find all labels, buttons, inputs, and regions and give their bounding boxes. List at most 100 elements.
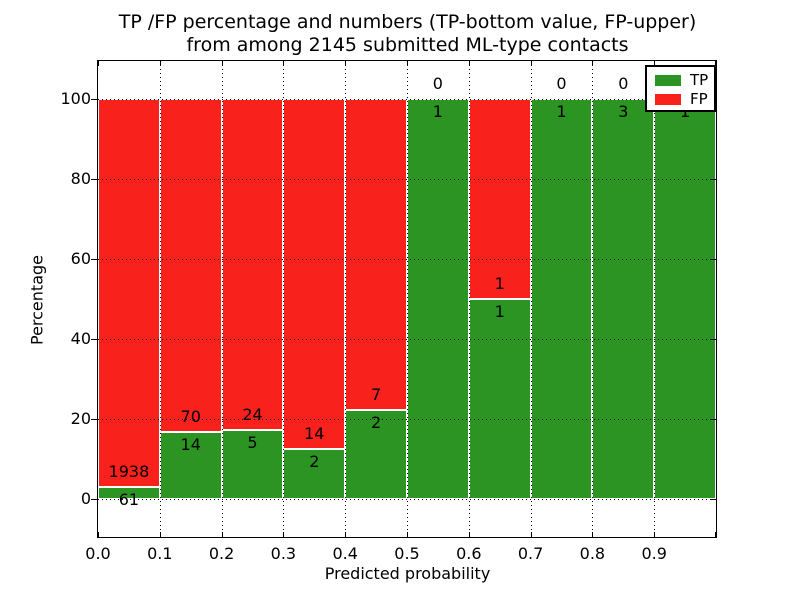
x-tick-label: 0.3 — [270, 544, 297, 563]
bar-segment-tp — [654, 99, 716, 499]
x-tick-mark-top — [345, 61, 347, 66]
x-tick-label: 0.8 — [579, 544, 606, 563]
bar-segment-fp — [468, 99, 531, 299]
x-tick-mark-top — [468, 61, 470, 66]
x-tick-mark-top — [283, 61, 285, 66]
plot-inner: 193861701424514272011101031 — [98, 61, 716, 537]
x-tick-mark-top — [592, 61, 594, 66]
legend-item: FP — [655, 91, 714, 107]
fp-count-label: 1938 — [108, 461, 150, 481]
bar-segment-tp — [283, 449, 346, 499]
chart-title-line2: from among 2145 submitted ML-type contac… — [186, 34, 629, 56]
y-tick-mark — [91, 419, 98, 420]
y-tick-mark-right — [711, 339, 716, 340]
bar-segment-fp — [98, 99, 160, 487]
legend: TP FP — [645, 65, 716, 112]
y-tick-label: 40 — [70, 329, 91, 348]
legend-label-fp: FP — [690, 90, 708, 108]
y-tick-label: 0 — [80, 489, 91, 508]
x-gridline — [221, 61, 223, 537]
x-tick-label: 0.2 — [208, 544, 235, 563]
fp-count-label: 0 — [432, 74, 443, 93]
x-tick-mark — [345, 532, 347, 537]
bar-segment-fp — [159, 99, 222, 433]
bar-segment-tp — [98, 486, 160, 499]
plot-area: 193861701424514272011101031 — [97, 60, 717, 538]
x-gridline — [592, 61, 594, 537]
y-tick-mark — [91, 339, 98, 340]
fp-count-label: 7 — [371, 385, 382, 405]
y-tick-mark-right — [711, 419, 716, 420]
bar-segment-fp — [283, 99, 346, 449]
x-tick-mark-top — [654, 61, 656, 66]
tp-count-label: 1 — [494, 302, 505, 321]
x-tick-mark-top — [221, 61, 223, 66]
x-tick-label: 0.7 — [517, 544, 544, 563]
bar-segment-fp — [221, 99, 284, 431]
tp-count-label: 1 — [556, 102, 567, 121]
x-tick-mark — [468, 532, 470, 537]
bar-segment-tp — [221, 430, 284, 499]
x-tick-mark — [98, 532, 99, 537]
x-tick-mark-top — [159, 61, 161, 66]
tp-count-label: 1 — [432, 102, 443, 121]
x-tick-label: 0.0 — [85, 544, 111, 563]
fp-count-label: 1 — [494, 274, 505, 293]
fp-count-label: 14 — [304, 424, 325, 443]
x-tick-label: 0.6 — [456, 544, 482, 563]
y-tick-label: 100 — [60, 89, 91, 108]
fp-count-label: 0 — [618, 74, 629, 93]
legend-label-tp: TP — [690, 71, 709, 89]
y-tick-label: 60 — [70, 249, 91, 268]
x-axis-label: Predicted probability — [324, 564, 491, 583]
y-tick-mark-right — [711, 179, 716, 180]
x-gridline — [283, 61, 285, 537]
y-tick-label: 20 — [70, 409, 91, 428]
x-gridline — [468, 61, 470, 537]
y-tick-label: 80 — [70, 169, 91, 188]
y-tick-mark — [91, 179, 98, 180]
x-tick-mark-top — [98, 61, 99, 66]
y-tick-mark — [91, 499, 98, 500]
x-tick-label: 0.1 — [147, 544, 173, 563]
x-tick-mark — [592, 532, 594, 537]
fp-count-label: 0 — [556, 74, 567, 93]
x-tick-mark — [530, 532, 532, 537]
x-tick-mark-top — [407, 61, 408, 66]
x-tick-mark — [159, 532, 161, 537]
tp-count-label: 2 — [309, 452, 320, 471]
x-tick-mark — [221, 532, 223, 537]
x-gridline — [159, 61, 161, 537]
x-tick-mark — [407, 532, 408, 537]
x-tick-label: 0.4 — [332, 544, 358, 563]
bar-segment-fp — [345, 99, 407, 411]
x-tick-mark — [654, 532, 656, 537]
tp-count-label: 2 — [371, 413, 382, 433]
tp-count-label: 61 — [118, 489, 140, 509]
y-tick-mark-right — [711, 499, 716, 500]
chart-title-line1: TP /FP percentage and numbers (TP-bottom… — [118, 11, 697, 33]
y-tick-mark — [91, 259, 98, 260]
y-tick-mark — [91, 99, 98, 100]
bar-segment-tp — [407, 99, 469, 499]
bar-segment-tp — [159, 432, 222, 499]
legend-swatch-tp — [655, 74, 681, 86]
x-tick-label: 0.9 — [641, 544, 667, 563]
bar-segment-tp — [468, 299, 531, 499]
y-tick-mark-right — [711, 259, 716, 260]
tp-count-label: 3 — [618, 102, 629, 121]
x-tick-mark-top — [530, 61, 532, 66]
bar-segment-tp — [530, 99, 593, 499]
x-gridline — [407, 61, 408, 537]
x-gridline — [530, 61, 532, 537]
x-gridline — [345, 61, 347, 537]
x-tick-mark — [715, 532, 716, 537]
fp-count-label: 24 — [242, 405, 263, 425]
tp-count-label: 5 — [247, 433, 258, 453]
tp-count-label: 14 — [180, 435, 201, 455]
x-gridline — [654, 61, 656, 537]
x-tick-mark — [283, 532, 285, 537]
legend-swatch-fp — [655, 93, 681, 105]
bar-segment-tp — [592, 99, 655, 499]
